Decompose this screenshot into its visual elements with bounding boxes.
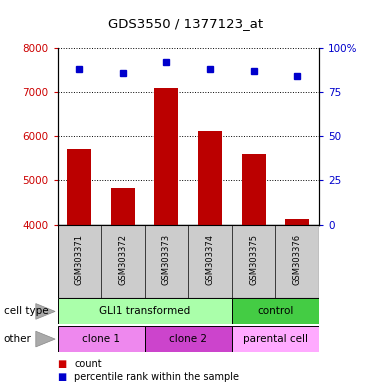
Text: other: other — [4, 334, 32, 344]
Bar — [111, 188, 135, 384]
Text: GSM303373: GSM303373 — [162, 234, 171, 285]
Bar — [154, 88, 178, 384]
Text: GSM303376: GSM303376 — [293, 234, 302, 285]
Text: count: count — [74, 359, 102, 369]
Text: ■: ■ — [58, 359, 67, 369]
Text: ■: ■ — [58, 372, 67, 382]
Bar — [285, 219, 309, 384]
Bar — [232, 326, 319, 352]
Polygon shape — [36, 304, 55, 319]
Bar — [232, 298, 319, 324]
Text: GSM303371: GSM303371 — [75, 234, 84, 285]
Bar — [145, 326, 232, 352]
Bar — [242, 154, 266, 384]
Bar — [67, 149, 91, 384]
Bar — [198, 131, 222, 384]
Bar — [58, 298, 232, 324]
Text: percentile rank within the sample: percentile rank within the sample — [74, 372, 239, 382]
Bar — [58, 326, 145, 352]
Text: parental cell: parental cell — [243, 334, 308, 344]
Text: GSM303374: GSM303374 — [206, 234, 214, 285]
Text: cell type: cell type — [4, 306, 48, 316]
Text: GSM303372: GSM303372 — [118, 234, 127, 285]
Text: control: control — [257, 306, 294, 316]
Polygon shape — [36, 331, 55, 347]
Text: clone 1: clone 1 — [82, 334, 120, 344]
Text: GDS3550 / 1377123_at: GDS3550 / 1377123_at — [108, 17, 263, 30]
Text: GLI1 transformed: GLI1 transformed — [99, 306, 190, 316]
Text: clone 2: clone 2 — [169, 334, 207, 344]
Text: GSM303375: GSM303375 — [249, 234, 258, 285]
